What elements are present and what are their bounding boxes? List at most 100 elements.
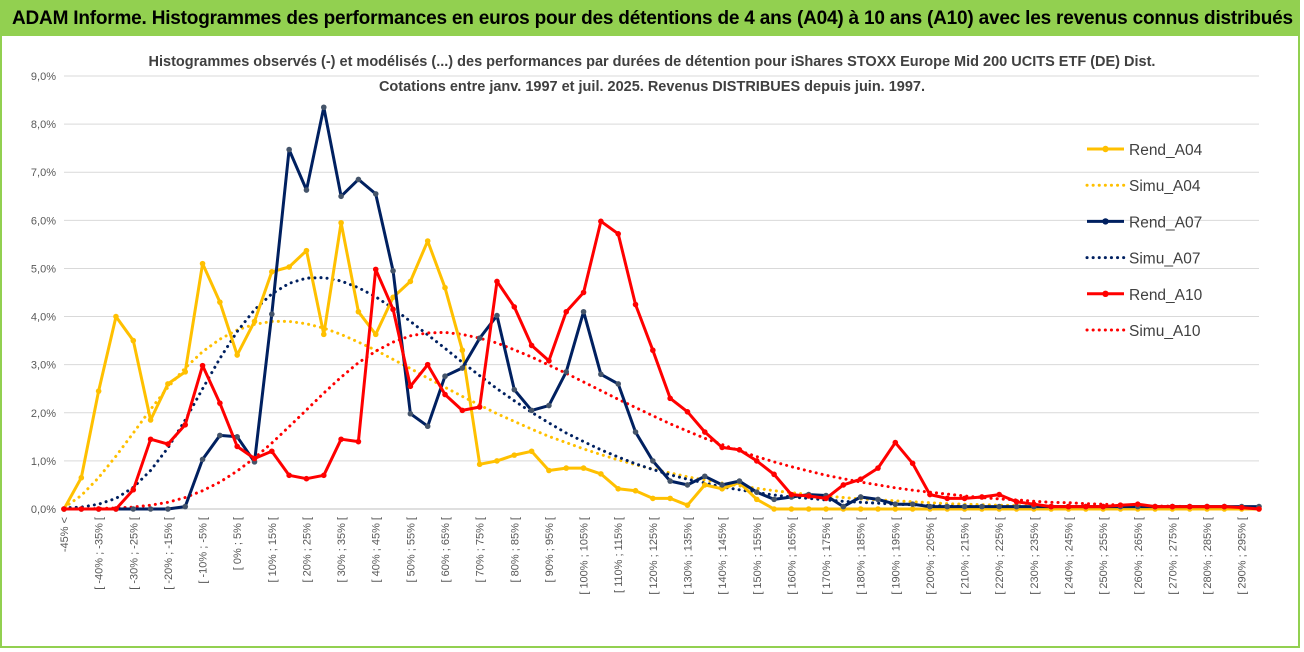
x-tick-label: [ 120% ; 125% [ (648, 517, 660, 595)
data-point (875, 465, 881, 471)
data-point (130, 486, 137, 493)
legend-label: Rend_A04 (1129, 142, 1203, 159)
data-point (1117, 502, 1124, 508)
data-point (944, 495, 951, 502)
data-point (372, 331, 379, 338)
data-point (753, 496, 760, 503)
data-point (823, 495, 829, 502)
x-tick-label: [ 150% ; 155% [ (752, 517, 764, 595)
data-point (1048, 503, 1054, 510)
data-point (459, 365, 466, 371)
legend-marker (1102, 218, 1109, 225)
series-line-simu_a10 (62, 330, 1261, 511)
series-line-rend_a10 (64, 219, 1260, 511)
chart-title-line-1: Histogrammes observés (-) et modélisés (… (148, 54, 1156, 70)
y-tick-label: 0,0% (31, 504, 56, 516)
x-tick-label: [ 40% ; 45% [ (371, 517, 383, 582)
x-tick-label: [ -10% ; -5% [ (198, 517, 210, 584)
data-point (1065, 503, 1072, 510)
data-point (979, 503, 985, 510)
data-point (805, 506, 812, 512)
data-point (442, 284, 448, 291)
data-point (61, 506, 67, 512)
data-point (372, 266, 379, 273)
x-tick-label: [ 110% ; 115% [ (613, 517, 625, 593)
data-point (598, 371, 604, 378)
x-tick-label: [ 10% ; 15% [ (267, 517, 279, 582)
data-point (251, 455, 258, 462)
data-point (355, 308, 362, 315)
data-point (632, 301, 639, 308)
data-point (511, 386, 518, 393)
data-point (909, 506, 916, 512)
data-point (320, 331, 327, 338)
data-point (667, 395, 673, 402)
x-tick-label: [ 210% ; 215% [ (960, 517, 972, 595)
data-point (875, 506, 881, 512)
data-point (407, 278, 414, 285)
data-point (113, 313, 119, 320)
data-point (996, 491, 1003, 498)
data-point (182, 422, 189, 428)
data-point (147, 506, 154, 512)
x-tick-label: [ 260% ; 265% [ (1133, 517, 1145, 595)
data-point (303, 475, 310, 482)
data-point (563, 465, 570, 471)
y-tick-label: 6,0% (31, 215, 56, 227)
data-point (338, 219, 344, 226)
data-point (840, 482, 847, 488)
data-point (1134, 501, 1141, 507)
data-point (130, 337, 137, 344)
data-point (528, 407, 535, 414)
data-point (909, 460, 916, 467)
data-point (580, 289, 587, 296)
data-point (476, 461, 483, 468)
data-point (390, 306, 396, 313)
data-point (407, 410, 414, 417)
data-point (459, 407, 466, 414)
data-point (113, 506, 119, 512)
data-point (736, 478, 743, 484)
y-tick-label: 8,0% (31, 119, 56, 131)
data-point (390, 294, 396, 301)
series-line-simu_a07 (62, 276, 1261, 511)
data-point (857, 476, 864, 482)
data-point (927, 491, 933, 498)
y-tick-label: 3,0% (31, 360, 56, 372)
x-tick-label: [ 50% ; 55% [ (405, 517, 417, 582)
x-tick-label: [ 280% ; 285% [ (1202, 517, 1214, 595)
data-point (147, 417, 154, 423)
data-point (563, 308, 570, 315)
data-point (701, 473, 708, 480)
data-point (338, 193, 344, 200)
x-tick-label: [ 220% ; 225% [ (994, 517, 1006, 595)
data-point (407, 383, 414, 390)
x-tick-label: [ 30% ; 35% [ (336, 517, 348, 582)
x-tick-label: [ 180% ; 185% [ (856, 517, 868, 595)
data-point (944, 503, 951, 510)
data-point (684, 502, 691, 508)
x-tick-label: [ 170% ; 175% [ (821, 517, 833, 595)
data-point (303, 187, 310, 193)
data-point (580, 308, 587, 315)
data-point (615, 231, 622, 237)
data-point (1083, 503, 1089, 510)
data-point (805, 493, 812, 499)
data-point (269, 448, 275, 455)
data-point (684, 482, 691, 488)
data-point (615, 485, 622, 492)
data-point (563, 369, 570, 375)
data-point (234, 352, 240, 358)
x-tick-label: [ 130% ; 135% [ (682, 517, 694, 595)
data-point (303, 247, 310, 254)
legend-marker (1102, 145, 1109, 153)
legend-label: Rend_A10 (1129, 287, 1203, 304)
data-point (632, 429, 639, 435)
data-point (788, 491, 795, 498)
data-point (320, 472, 327, 479)
data-point (788, 506, 795, 512)
data-point (338, 436, 344, 443)
data-point (546, 358, 552, 364)
data-point (598, 471, 604, 477)
data-point (372, 191, 379, 197)
